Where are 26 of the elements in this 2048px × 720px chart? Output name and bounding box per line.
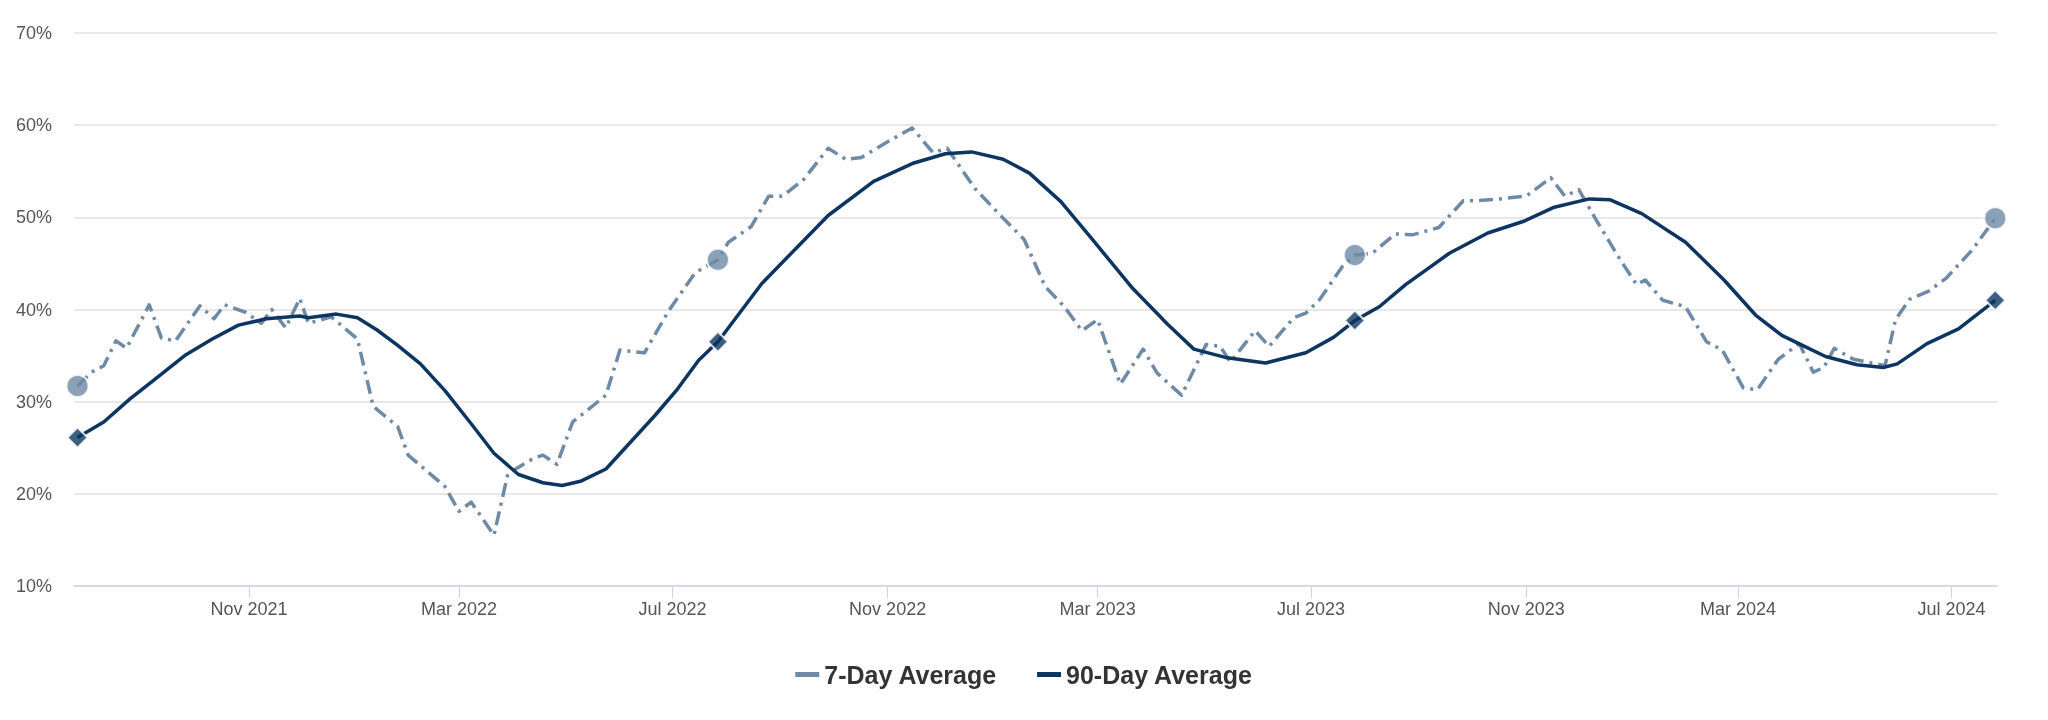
x-tick-label: Jul 2022 (638, 599, 707, 619)
point (1984, 289, 2007, 312)
point (705, 247, 730, 272)
x-tick-label: Mar 2024 (1700, 599, 1777, 619)
point (1342, 243, 1367, 268)
legend-label: 90-Day Average (1066, 660, 1252, 689)
point (65, 374, 90, 398)
x-tick-label: Mar 2023 (1059, 599, 1136, 619)
x-tick-label: Nov 2021 (210, 599, 288, 619)
x-tick-label: Nov 2023 (1487, 599, 1565, 619)
y-tick-label: 70% (15, 23, 52, 43)
legend-label: 7-Day Average (824, 660, 997, 689)
x-tick-label: Jul 2023 (1277, 599, 1346, 619)
x-tick-label: Mar 2022 (420, 599, 497, 619)
y-tick-label: 20% (15, 483, 52, 504)
point (1983, 206, 2008, 231)
point (1343, 309, 1366, 332)
y-tick-label: 10% (15, 576, 52, 596)
x-tick-label: Jul 2024 (1917, 599, 1986, 619)
x-tick-label: Nov 2022 (849, 599, 927, 619)
y-tick-label: 50% (15, 207, 52, 228)
y-tick-label: 60% (15, 115, 52, 136)
point (66, 426, 89, 449)
y-tick-label: 40% (15, 299, 52, 320)
point (706, 330, 729, 353)
y-tick-label: 30% (15, 391, 52, 412)
